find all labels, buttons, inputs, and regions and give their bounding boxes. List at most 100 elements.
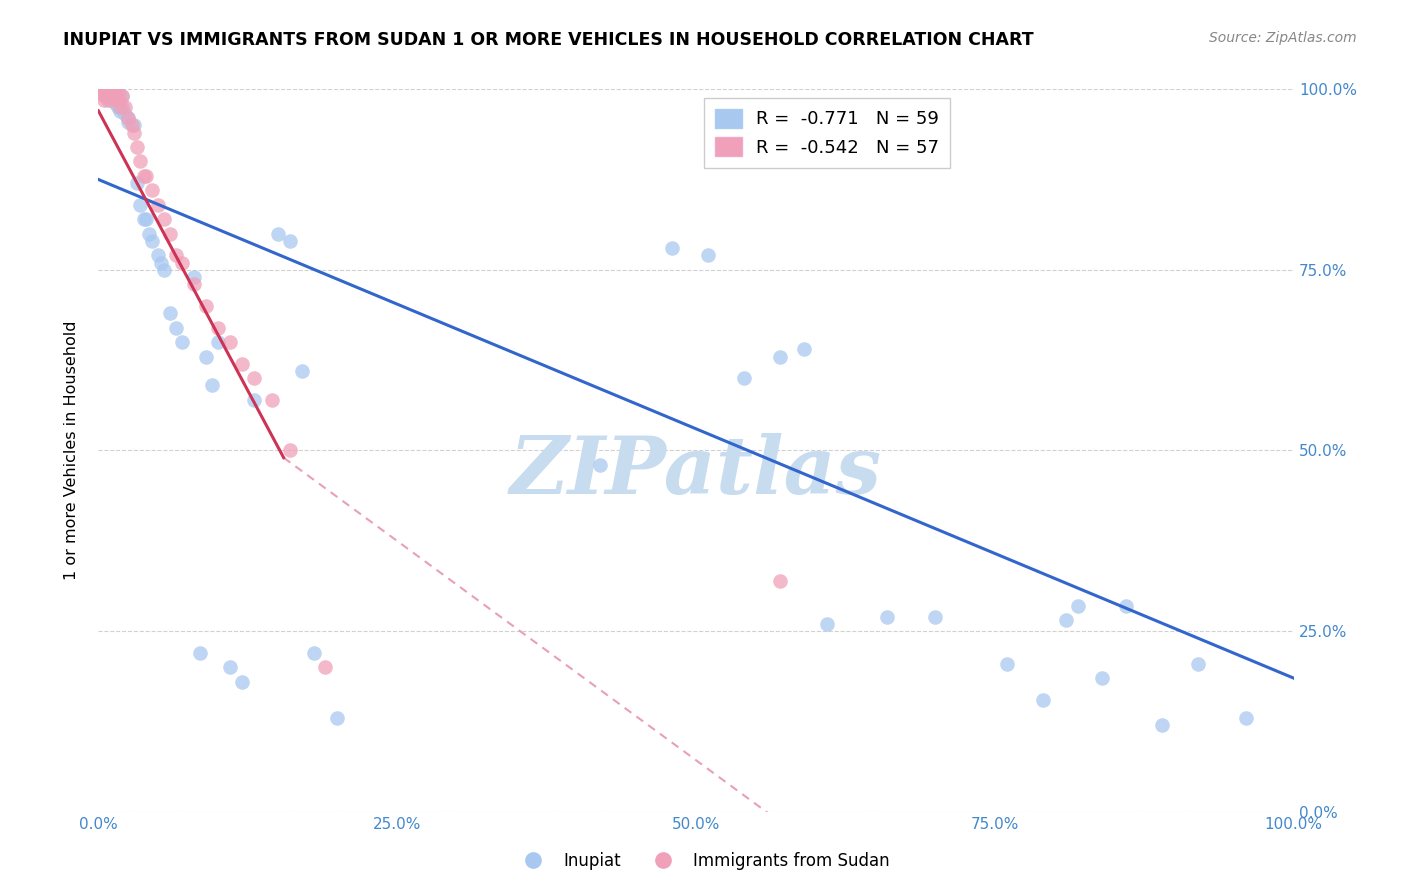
Point [98, 86, 122, 100]
Point [1067, 599, 1090, 613]
Point [1152, 718, 1174, 732]
Point [219, 334, 242, 349]
Point [278, 234, 301, 248]
Point [149, 255, 172, 269]
Point [98, 82, 122, 96]
Point [243, 392, 266, 407]
Point [91, 82, 114, 96]
Point [96, 86, 118, 100]
Point [243, 371, 266, 385]
Point [153, 262, 176, 277]
Point [93, 86, 115, 100]
Point [108, 103, 131, 118]
Point [94, 82, 117, 96]
Point [107, 86, 129, 100]
Point [132, 212, 155, 227]
Point [124, 126, 146, 140]
Point [159, 227, 181, 241]
Point [924, 609, 946, 624]
Point [114, 107, 136, 121]
Point [188, 646, 211, 660]
Point [135, 212, 157, 227]
Point [183, 277, 205, 292]
Y-axis label: 1 or more Vehicles in Household: 1 or more Vehicles in Household [65, 321, 79, 580]
Point [207, 320, 229, 334]
Point [105, 82, 128, 96]
Point [132, 169, 155, 183]
Point [129, 154, 152, 169]
Point [114, 100, 136, 114]
Point [876, 609, 898, 624]
Point [117, 111, 139, 125]
Point [267, 227, 290, 241]
Point [260, 392, 283, 407]
Point [111, 89, 134, 103]
Point [219, 660, 242, 674]
Point [172, 255, 194, 269]
Point [121, 119, 143, 133]
Point [97, 93, 120, 107]
Point [815, 616, 838, 631]
Point [100, 82, 122, 96]
Point [768, 574, 790, 588]
Point [101, 89, 124, 103]
Point [107, 93, 129, 107]
Point [107, 100, 129, 114]
Point [117, 114, 139, 128]
Point [125, 176, 148, 190]
Point [231, 674, 253, 689]
Point [183, 270, 205, 285]
Point [98, 82, 121, 96]
Point [93, 82, 115, 96]
Point [100, 89, 122, 103]
Point [96, 89, 118, 103]
Point [172, 334, 194, 349]
Text: ZIPatlas: ZIPatlas [510, 434, 882, 511]
Point [125, 140, 148, 154]
Point [90, 82, 112, 96]
Point [98, 82, 122, 96]
Point [165, 320, 187, 334]
Point [108, 100, 131, 114]
Point [105, 89, 128, 103]
Point [697, 248, 720, 262]
Point [768, 350, 790, 364]
Point [107, 93, 129, 107]
Point [793, 343, 815, 357]
Point [91, 86, 114, 100]
Point [207, 334, 229, 349]
Point [93, 93, 115, 107]
Point [98, 93, 122, 107]
Point [1032, 692, 1054, 706]
Point [101, 89, 124, 103]
Point [103, 93, 125, 107]
Point [165, 248, 187, 262]
Point [995, 657, 1018, 671]
Point [148, 198, 170, 212]
Point [1091, 671, 1114, 685]
Point [278, 443, 301, 458]
Point [104, 89, 127, 103]
Point [105, 96, 128, 111]
Point [117, 111, 139, 125]
Point [124, 119, 146, 133]
Point [98, 86, 122, 100]
Point [148, 248, 170, 262]
Point [103, 86, 125, 100]
Point [97, 82, 120, 96]
Point [141, 234, 163, 248]
Text: INUPIAT VS IMMIGRANTS FROM SUDAN 1 OR MORE VEHICLES IN HOUSEHOLD CORRELATION CHA: INUPIAT VS IMMIGRANTS FROM SUDAN 1 OR MO… [63, 31, 1033, 49]
Point [1115, 599, 1137, 613]
Point [291, 364, 314, 378]
Point [96, 82, 118, 96]
Point [135, 169, 157, 183]
Point [159, 306, 181, 320]
Point [195, 299, 218, 313]
Point [93, 89, 115, 103]
Point [97, 89, 120, 103]
Point [661, 241, 683, 255]
Point [91, 82, 114, 96]
Point [111, 89, 134, 103]
Point [138, 227, 160, 241]
Text: Source: ZipAtlas.com: Source: ZipAtlas.com [1209, 31, 1357, 45]
